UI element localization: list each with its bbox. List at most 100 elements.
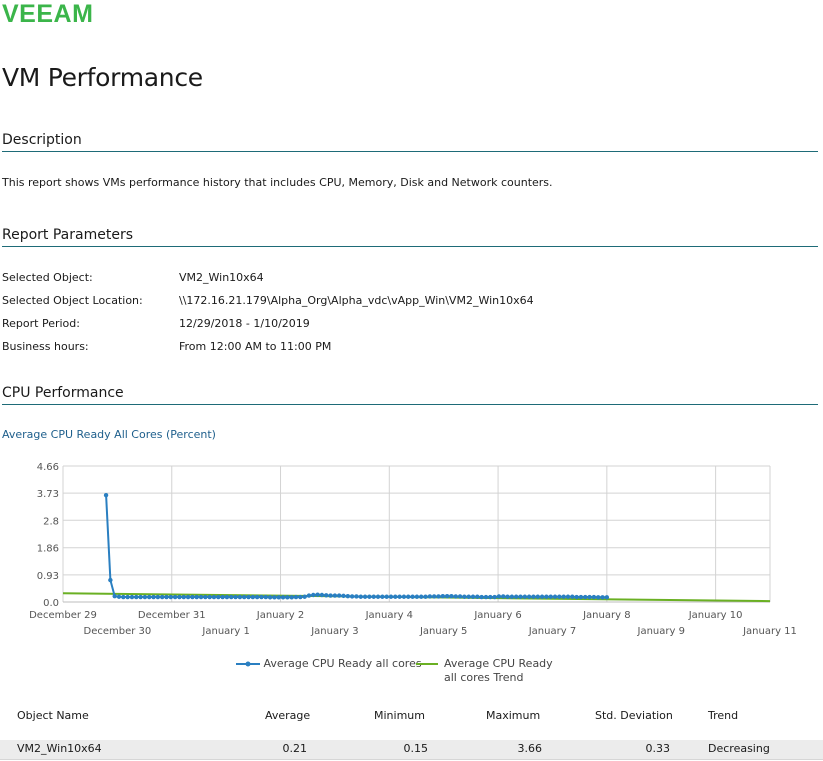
data-point <box>427 594 433 599</box>
data-point <box>436 594 441 599</box>
data-point <box>505 594 510 599</box>
param-label-report-period: Report Period: <box>2 317 80 330</box>
description-heading: Description <box>2 131 818 152</box>
data-point <box>552 594 558 599</box>
y-tick-label: 0.0 <box>43 598 59 609</box>
data-point <box>108 577 113 583</box>
data-point <box>419 594 424 599</box>
y-tick-label: 1.86 <box>37 544 59 555</box>
data-point <box>578 594 584 600</box>
data-point <box>548 594 553 599</box>
y-tick-label: 3.73 <box>37 489 59 500</box>
data-point <box>190 594 195 600</box>
cpu-performance-heading: CPU Performance <box>2 384 818 405</box>
legend-trend-entry: Average CPU Ready all cores Trend <box>416 657 568 685</box>
data-point <box>475 594 480 599</box>
y-axis-labels: 4.66 3.73 2.8 1.86 0.93 0.0 <box>37 462 59 609</box>
data-point <box>155 594 161 600</box>
data-point <box>229 594 234 600</box>
data-point <box>453 594 458 599</box>
legend-trend-marker-icon <box>416 663 438 665</box>
data-point <box>358 594 363 599</box>
data-point <box>496 594 502 599</box>
data-point <box>492 594 497 600</box>
data-point <box>177 594 182 600</box>
cpu-series <box>103 492 610 600</box>
data-point <box>181 594 186 600</box>
param-label-selected-object: Selected Object: <box>2 271 93 284</box>
data-point <box>159 594 165 600</box>
data-point <box>142 594 148 600</box>
data-point <box>349 594 355 599</box>
data-point <box>457 594 463 599</box>
data-point <box>501 594 506 599</box>
data-point <box>147 594 152 600</box>
data-point <box>479 594 484 600</box>
col-trend: Trend <box>708 709 739 722</box>
data-point <box>345 593 351 599</box>
data-point <box>539 594 545 599</box>
data-point <box>289 595 294 600</box>
legend-cpu-entry: Average CPU Ready all cores <box>236 657 422 671</box>
data-point <box>591 594 597 600</box>
data-point <box>298 594 303 600</box>
col-maximum: Maximum <box>486 709 541 722</box>
data-point <box>466 594 471 599</box>
data-point <box>172 594 178 600</box>
data-point <box>306 593 312 598</box>
param-value-report-period: 12/29/2018 - 1/10/2019 <box>179 317 310 330</box>
summary-table-header: Object Name Average Minimum Maximum Std.… <box>0 707 823 725</box>
data-point <box>380 594 385 599</box>
data-point <box>414 594 420 599</box>
data-point <box>375 594 381 599</box>
col-std-deviation: Std. Deviation <box>595 709 673 722</box>
data-point <box>518 594 523 599</box>
param-label-object-location: Selected Object Location: <box>2 294 143 307</box>
data-point <box>596 595 601 600</box>
y-tick-label: 2.8 <box>43 516 59 527</box>
data-point <box>280 595 286 600</box>
param-label-business-hours: Business hours: <box>2 340 89 353</box>
legend-cpu-label: Average CPU Ready all cores <box>263 657 422 670</box>
page-title: VM Performance <box>2 63 203 92</box>
data-point <box>125 594 130 600</box>
x-tick-label: December 29 <box>29 610 97 621</box>
cpu-series-line <box>105 495 607 599</box>
data-point <box>220 594 225 600</box>
data-point <box>535 594 540 599</box>
data-point <box>168 594 174 600</box>
description-text: This report shows VMs performance histor… <box>2 176 553 189</box>
data-point <box>561 594 566 599</box>
x-tick-label: January 8 <box>582 610 630 621</box>
data-point <box>237 594 243 600</box>
x-tick-label: January 4 <box>365 610 413 621</box>
cell-maximum: 3.66 <box>517 742 543 755</box>
data-point <box>513 594 519 599</box>
x-axis-labels: December 29 December 31 January 2 January 4… <box>29 610 797 637</box>
data-point <box>440 593 445 599</box>
x-tick-label: January 3 <box>310 626 358 637</box>
data-point <box>462 594 467 599</box>
data-point <box>246 594 251 600</box>
data-point <box>574 594 579 600</box>
data-point <box>354 594 359 599</box>
data-point <box>224 594 230 600</box>
data-point <box>397 594 402 599</box>
data-point <box>332 593 338 598</box>
cell-object-name: VM2_Win10x64 <box>17 742 102 755</box>
data-point <box>410 594 415 599</box>
data-point <box>129 594 135 600</box>
data-point <box>185 594 191 600</box>
data-point <box>341 593 346 599</box>
data-point <box>285 595 290 600</box>
data-point <box>116 594 122 599</box>
param-value-business-hours: From 12:00 AM to 11:00 PM <box>179 340 332 353</box>
table-row: VM2_Win10x64 0.21 0.15 3.66 0.33 Decreas… <box>0 740 823 760</box>
data-point <box>570 594 575 599</box>
data-point <box>233 594 238 600</box>
data-point <box>470 594 476 599</box>
data-point <box>604 595 610 600</box>
data-point <box>384 594 389 599</box>
data-point <box>449 593 454 599</box>
data-point <box>362 594 368 599</box>
